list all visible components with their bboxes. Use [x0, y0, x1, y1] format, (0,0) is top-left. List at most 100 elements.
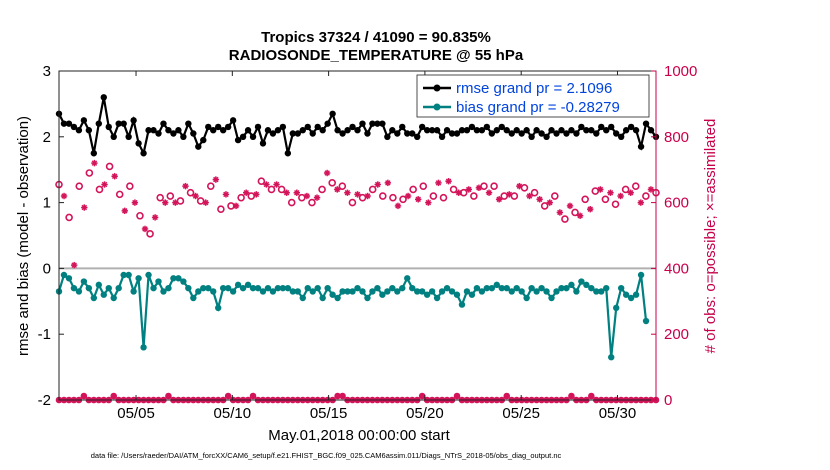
assimilated-obs-marker [647, 186, 655, 193]
data-point [478, 288, 486, 295]
data-point [443, 127, 451, 134]
data-point [608, 123, 615, 131]
data-point [115, 120, 122, 127]
data-point [135, 275, 142, 282]
possible-obs-marker [399, 195, 407, 204]
possible-obs-marker [621, 185, 630, 194]
assimilated-obs-marker [253, 191, 260, 198]
assimilated-obs-marker [576, 212, 584, 219]
assimilated-obs-marker [394, 202, 402, 210]
assimilated-obs-marker [354, 191, 361, 198]
x-tick-label: 05/15 [310, 405, 348, 422]
data-point [632, 127, 640, 134]
data-point [244, 127, 252, 134]
data-point [279, 123, 287, 131]
assimilated-obs-marker [70, 261, 78, 269]
data-point [433, 127, 441, 134]
data-point [185, 120, 192, 127]
assimilated-obs-marker [121, 207, 128, 215]
data-point [523, 294, 530, 302]
possible-obs-marker [419, 182, 428, 190]
assimilated-obs-marker [293, 189, 300, 196]
possible-obs-marker [631, 182, 640, 190]
data-point [224, 284, 232, 292]
assimilated-obs-marker [425, 199, 432, 206]
assimilated-obs-marker [597, 186, 604, 193]
data-point [160, 288, 167, 295]
data-point [513, 127, 520, 134]
data-point [617, 284, 625, 292]
y-tick-label-right: 800 [664, 129, 689, 146]
legend-rmse-label: rmse grand pr = 2.1096 [456, 80, 612, 97]
data-point [374, 284, 381, 292]
assimilated-obs-marker [263, 181, 270, 188]
data-point [608, 354, 615, 361]
data-point [205, 284, 212, 292]
data-point [140, 150, 147, 157]
baseline-obs-marker [339, 392, 346, 400]
data-point [309, 288, 316, 295]
data-point [249, 284, 257, 292]
data-point [135, 140, 142, 147]
data-point [289, 288, 297, 295]
assimilated-obs-marker [506, 191, 513, 198]
data-point [210, 127, 217, 134]
data-point [528, 133, 535, 140]
data-point [568, 127, 575, 134]
assimilated-obs-marker [344, 189, 351, 196]
data-point [145, 271, 152, 279]
data-point [627, 294, 635, 302]
assimilated-obs-marker [283, 189, 290, 196]
data-point [85, 127, 93, 134]
data-point [229, 288, 237, 295]
assimilated-obs-marker [212, 176, 220, 183]
baseline-obs-marker [588, 392, 595, 400]
data-point [105, 123, 112, 131]
data-point [617, 133, 625, 140]
possible-obs-marker [156, 193, 164, 202]
data-point [120, 271, 127, 279]
assimilated-obs-marker [232, 202, 240, 210]
data-point [468, 291, 476, 298]
data-point [120, 120, 127, 127]
data-point [80, 278, 88, 285]
data-point [269, 130, 277, 137]
data-point [239, 284, 247, 292]
chart-subtitle: RADIOSONDE_TEMPERATURE @ 55 hPa [229, 47, 524, 64]
possible-obs-marker [571, 208, 579, 217]
data-point [548, 127, 555, 134]
possible-obs-marker [368, 185, 377, 194]
data-point [205, 123, 212, 131]
data-point [349, 288, 356, 295]
data-point [175, 275, 182, 282]
y-tick-label-right: 600 [664, 195, 689, 212]
data-point [548, 294, 555, 302]
x-tick-label: 05/05 [117, 405, 155, 422]
assimilated-obs-marker [495, 196, 503, 203]
data-point [598, 123, 605, 131]
data-point [423, 291, 431, 298]
data-point [379, 291, 386, 298]
data-point [324, 120, 331, 127]
y-tick-label-right: 1000 [664, 63, 697, 80]
data-point [488, 284, 496, 292]
y-axis-right: 0 200 400 600 800 1000 [651, 63, 697, 409]
assimilated-obs-marker [617, 192, 624, 200]
possible-obs-marker [642, 192, 650, 200]
data-point [404, 130, 411, 137]
possible-obs-marker [551, 192, 559, 200]
y-axis-left: -2 -1 0 1 2 3 [38, 63, 64, 409]
data-point [110, 133, 117, 140]
data-point [498, 284, 505, 292]
assimilated-obs-marker [323, 169, 331, 177]
assimilated-obs-marker [475, 184, 483, 191]
possible-obs-marker [95, 185, 104, 194]
data-point [314, 284, 321, 292]
assimilated-obs-marker [364, 192, 371, 200]
possible-obs-marker [348, 198, 357, 207]
data-file-note: data file: /Users/raeder/DAI/ATM_forcXX/… [91, 451, 562, 460]
possible-obs-marker [409, 185, 417, 194]
data-point [244, 281, 252, 289]
data-point [603, 127, 610, 134]
data-point [418, 288, 426, 295]
